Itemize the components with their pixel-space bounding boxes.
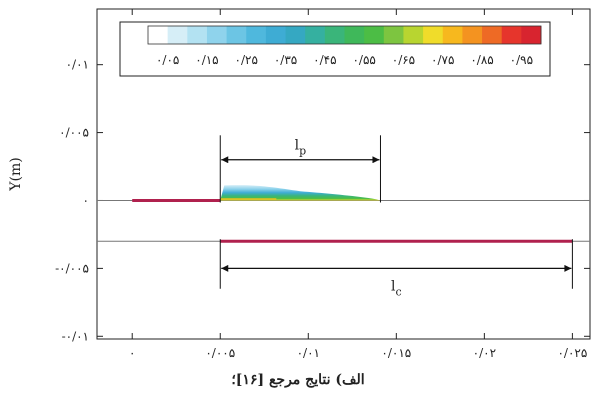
colorbar-label: ۰/۵۵ [352, 53, 375, 67]
colorbar-swatch [265, 26, 286, 44]
colorbar-swatch [442, 26, 463, 44]
colorbar-swatch [148, 26, 169, 44]
lc-label-sub: c [395, 285, 401, 298]
colorbar-label: ۰/۶۵ [392, 53, 415, 67]
colorbar-label: ۰/۴۵ [313, 53, 336, 67]
colorbar-swatch [167, 26, 188, 44]
colorbar-swatch [462, 26, 483, 44]
colorbar-label: ۰/۹۵ [510, 53, 533, 67]
lp-label-main: l [295, 138, 300, 154]
figure-caption: الف) نتایج مرجع [۱۶]؛ [231, 372, 365, 388]
colorbar-swatch [344, 26, 365, 44]
y-tick-label: ۰/۰۰۵ [59, 126, 89, 140]
colorbar-label: ۰/۱۵ [195, 53, 218, 67]
y-axis-label: Y(m) [8, 157, 24, 191]
colorbar-swatch [423, 26, 444, 44]
colorbar-swatch [403, 26, 424, 44]
colorbar-swatch [285, 26, 306, 44]
y-tick-label: ۰/۰۱ [66, 58, 89, 72]
colorbar-label: ۰/۳۵ [274, 53, 297, 67]
colorbar-swatch [364, 26, 385, 44]
colorbar-swatch [206, 26, 227, 44]
lp-label-sub: p [299, 145, 306, 158]
colorbar-swatch [482, 26, 503, 44]
colorbar-outline [147, 25, 542, 45]
x-tick-label: ۰/۰۱ [297, 346, 320, 360]
colorbar-label: ۰/۰۵ [156, 53, 179, 67]
x-tick-label: ۰/۰۲۵ [557, 346, 587, 360]
lc-label: lc [391, 278, 402, 298]
colorbar-label: ۰/۲۵ [235, 53, 258, 67]
colorbar-swatch [305, 26, 326, 44]
plot-frame [96, 8, 591, 340]
x-tick-label: ۰ [129, 346, 135, 360]
y-tick-label: -۰/۰۰۵ [55, 261, 89, 275]
colorbar-swatch [246, 26, 267, 44]
x-tick-label: ۰/۰۲ [473, 346, 496, 360]
y-tick-label: ۰ [83, 193, 89, 207]
colorbar-label: ۰/۷۵ [431, 53, 454, 67]
lp-label: lp [295, 138, 307, 158]
colorbar-swatch [501, 26, 522, 44]
x-tick-label: ۰/۰۱۵ [381, 346, 411, 360]
colorbar-swatch [187, 26, 208, 44]
colorbar-swatch [383, 26, 404, 44]
colorbar-swatch [521, 26, 542, 44]
lc-label-main: l [391, 278, 396, 294]
colorbar-swatch [226, 26, 247, 44]
x-tick-label: ۰/۰۰۵ [205, 346, 235, 360]
plume-contour [220, 185, 381, 201]
colorbar-label: ۰/۸۵ [470, 53, 493, 67]
y-tick-label: -۰/۰۱ [62, 329, 89, 343]
colorbar-swatch [324, 26, 345, 44]
